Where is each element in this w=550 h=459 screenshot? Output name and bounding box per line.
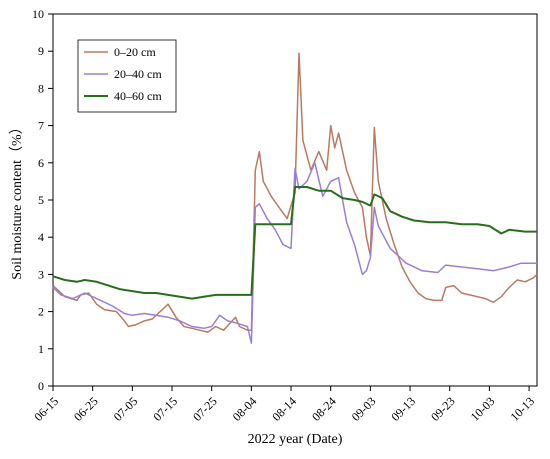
legend-label-1: 0–20 cm — [114, 45, 156, 59]
series-line-3 — [52, 186, 537, 300]
y-tick-label: 0 — [38, 379, 44, 393]
x-tick-label: 07-05 — [111, 394, 141, 424]
x-tick-label: 08-04 — [230, 394, 260, 424]
x-tick-label: 07-15 — [150, 394, 180, 424]
y-axis-ticks: 0 1 2 3 4 5 6 7 8 9 10 — [32, 7, 53, 393]
x-axis-title: 2022 year (Date) — [248, 432, 343, 447]
x-tick-label: 06-25 — [71, 394, 101, 424]
y-tick-label: 4 — [38, 230, 44, 244]
x-tick-label: 09-03 — [349, 394, 379, 424]
y-tick-label: 3 — [38, 267, 44, 281]
y-tick-label: 8 — [38, 81, 44, 95]
series-line-2 — [52, 162, 537, 344]
y-tick-label: 6 — [38, 156, 44, 170]
y-tick-label: 2 — [38, 305, 44, 319]
legend-label-3: 40–60 cm — [114, 89, 162, 103]
series-line-1 — [52, 52, 538, 333]
x-axis-ticks: 06-15 06-25 07-05 07-15 07-25 08-04 08-14 08-24… — [31, 386, 537, 424]
x-tick-label: 09-13 — [388, 394, 418, 424]
x-tick-label: 07-25 — [190, 394, 220, 424]
x-tick-label: 08-24 — [309, 394, 339, 424]
y-tick-label: 9 — [38, 44, 44, 58]
series-layer — [52, 52, 538, 344]
y-tick-label: 1 — [38, 342, 44, 356]
x-tick-label: 10-03 — [468, 394, 498, 424]
x-tick-label: 08-14 — [269, 394, 299, 424]
y-tick-label: 7 — [38, 119, 44, 133]
legend-label-2: 20–40 cm — [114, 67, 162, 81]
x-tick-label: 09-23 — [428, 394, 458, 424]
x-tick-label: 10-13 — [507, 394, 537, 424]
y-tick-label: 10 — [32, 7, 44, 21]
y-axis-title: Soil moisture content（%） — [9, 120, 25, 279]
x-tick-label: 06-15 — [31, 394, 61, 424]
legend: 0–20 cm 20–40 cm 40–60 cm — [77, 39, 177, 113]
y-tick-label: 5 — [38, 193, 44, 207]
